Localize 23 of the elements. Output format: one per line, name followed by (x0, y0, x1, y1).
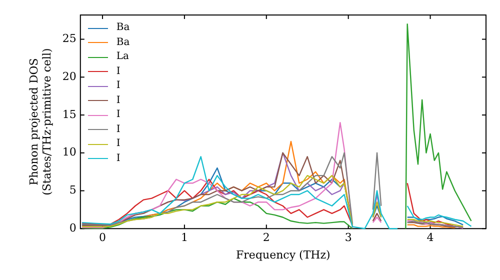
legend-label: I (116, 122, 120, 136)
legend-label: I (116, 152, 120, 166)
y-tick-label: 0 (69, 221, 76, 234)
y-tick-label: 20 (62, 70, 76, 83)
legend-label: I (116, 79, 120, 93)
x-tick-label: 2 (262, 231, 270, 244)
legend-label: I (116, 64, 120, 78)
x-tick-label: 4 (426, 231, 434, 244)
y-tick-label: 10 (62, 146, 76, 159)
legend-label: Ba (116, 21, 130, 35)
legend-label: I (116, 94, 120, 108)
x-tick-label: 0 (99, 231, 106, 244)
x-tick-label: 1 (180, 231, 188, 244)
legend-label: I (116, 108, 120, 122)
legend-label: Ba (116, 36, 130, 50)
legend-label: I (116, 137, 120, 151)
x-tick-label: 3 (344, 231, 352, 244)
y-axis-title: Phonon projected DOS (States/THz·primitive cell) (27, 48, 54, 196)
y-tick-label: 25 (62, 32, 76, 46)
x-axis-title: Frequency (THz) (236, 248, 330, 262)
legend-label: La (116, 50, 129, 64)
y-tick-label: 5 (69, 184, 76, 197)
y-tick-label: 15 (62, 108, 76, 121)
